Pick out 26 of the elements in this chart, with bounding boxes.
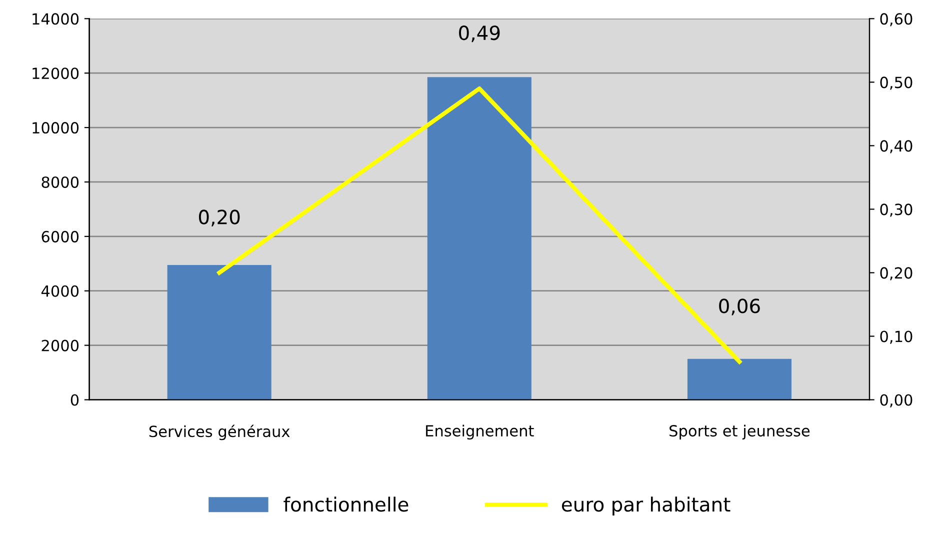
legend-label: fonctionnelle (284, 496, 408, 512)
data-label: 0,20 (198, 210, 240, 226)
y-tick-label: 2000 (42, 340, 79, 352)
data-label: 0,06 (719, 298, 760, 316)
y2-tick-label: 0,40 (880, 140, 912, 154)
x-tick-label: Enseignement (426, 424, 534, 440)
y-tick-label: 14000 (32, 13, 79, 25)
y2-tick-label: 0,10 (880, 330, 912, 344)
legend-label: euro par habitant (562, 496, 730, 516)
bar (427, 77, 532, 400)
x-tick-label: Sports et jeunesse (670, 424, 810, 440)
bar (687, 358, 792, 400)
y-tick-label: 12000 (32, 68, 79, 80)
bar (167, 265, 272, 400)
x-tick-label: Services généraux (149, 424, 290, 440)
y2-tick-label: 0,00 (880, 394, 912, 408)
y-tick-label: 10000 (32, 122, 79, 134)
y-tick-label: 0 (70, 394, 79, 406)
y2-tick-label: 0,20 (880, 267, 912, 280)
y-tick-label: 4000 (41, 285, 79, 297)
y2-tick-label: 0,30 (880, 204, 912, 217)
y2-tick-label: 0,50 (880, 76, 912, 90)
data-label: 0,49 (459, 25, 500, 42)
y-tick-label: 8000 (42, 176, 79, 188)
y-tick-label: 6000 (42, 230, 79, 242)
y2-tick-label: 0,60 (880, 13, 912, 26)
